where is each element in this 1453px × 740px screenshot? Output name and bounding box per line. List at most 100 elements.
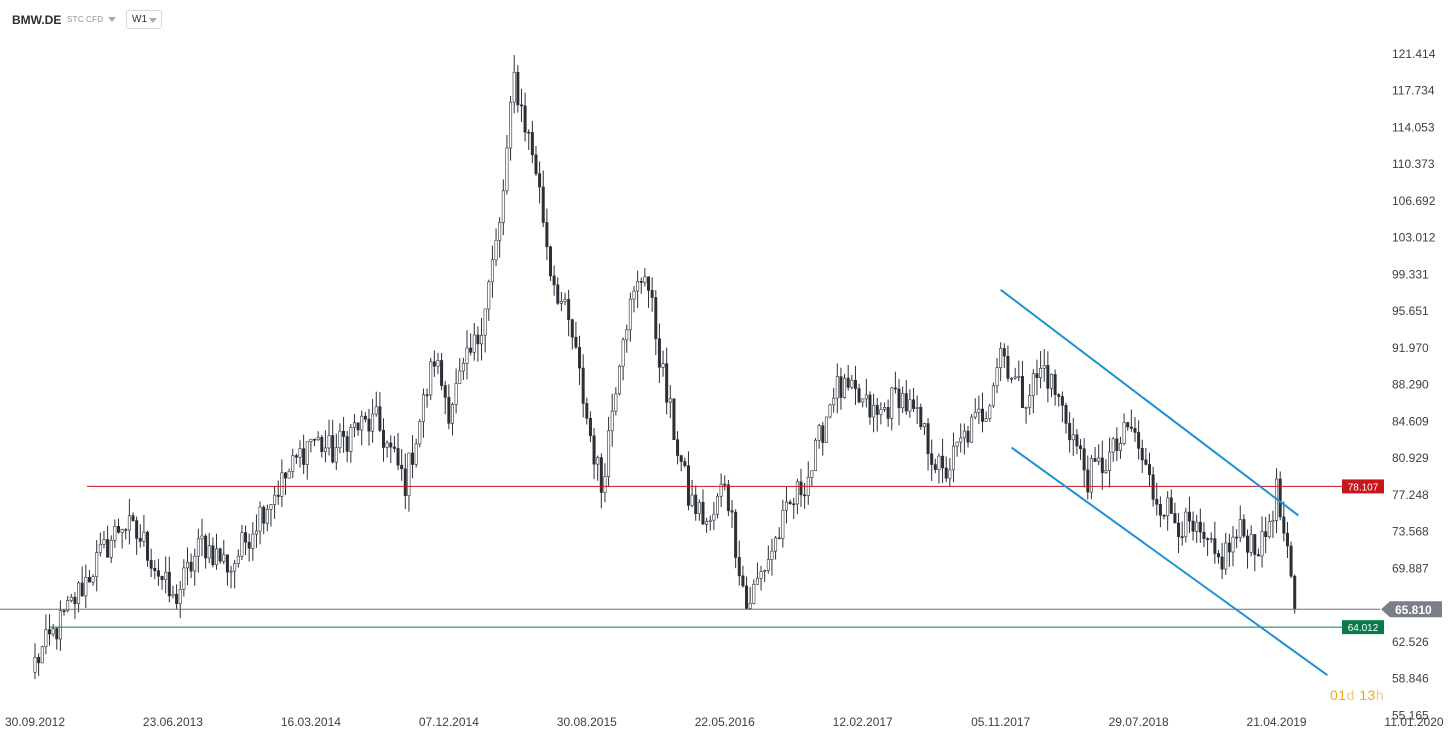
candle-body [893, 387, 897, 390]
candle [1133, 417, 1137, 442]
candle-body [55, 628, 59, 640]
candle-body [87, 577, 91, 583]
candle-body [1278, 478, 1282, 518]
candle [530, 120, 534, 164]
candle [570, 318, 574, 350]
candle [679, 454, 683, 472]
candle [363, 412, 367, 423]
candle [454, 368, 458, 414]
symbol-label[interactable]: BMW.DE [12, 13, 62, 27]
y-tick-label: 114.053 [1392, 121, 1435, 135]
candle-body [382, 430, 386, 448]
candle [55, 627, 59, 650]
candle-body [585, 403, 589, 419]
candle-body [668, 398, 672, 403]
candle-body [182, 567, 186, 590]
candle-body [563, 299, 567, 302]
candle [1053, 369, 1057, 406]
candle-body [843, 377, 847, 398]
candle [948, 458, 952, 487]
candle [302, 434, 306, 475]
candle [868, 391, 872, 425]
candle [984, 411, 988, 422]
candle-body [628, 298, 632, 331]
candle-body [287, 470, 291, 479]
candle-body [356, 422, 360, 431]
candle-body [734, 511, 738, 558]
candle [872, 393, 876, 433]
candle [87, 569, 91, 583]
candle-body [84, 577, 88, 597]
candle-body [908, 399, 912, 412]
candle [1220, 542, 1224, 580]
candle [1231, 526, 1235, 567]
candle-body [1220, 556, 1224, 570]
candle [1271, 510, 1275, 538]
candle [48, 614, 52, 646]
candle-body [774, 537, 778, 552]
candle-body [814, 439, 818, 472]
candle [283, 472, 287, 496]
candle [1010, 376, 1014, 384]
candle [915, 395, 919, 424]
candle [196, 528, 200, 573]
candle-body [400, 464, 404, 470]
candle-body [371, 413, 375, 432]
candle-body [705, 521, 709, 525]
candle-body [621, 339, 625, 367]
candle-body [291, 455, 295, 472]
candle [287, 468, 291, 479]
candle [236, 549, 240, 568]
candle [371, 399, 375, 443]
candle-body [1010, 377, 1014, 380]
chevron-down-icon[interactable] [108, 17, 116, 22]
candle-body [1137, 432, 1141, 449]
candle [690, 479, 694, 508]
candle-body [171, 593, 175, 597]
candle-body [345, 436, 349, 452]
candle-body [1060, 396, 1064, 406]
candle [425, 388, 429, 408]
candle-body [973, 411, 977, 418]
timeframe-select[interactable]: W1 [126, 10, 162, 29]
candle [1173, 502, 1177, 524]
candle [1267, 513, 1271, 539]
candle-body [1071, 434, 1075, 441]
candle-body [701, 501, 705, 525]
resistance-price-label: 78.107 [1348, 482, 1379, 493]
candle-body [610, 410, 614, 432]
candle [882, 402, 886, 413]
candle [944, 456, 948, 483]
candle-body [480, 334, 484, 345]
candle [1071, 417, 1075, 456]
candle [1162, 514, 1166, 520]
candle [1129, 409, 1133, 432]
candle-body [432, 361, 436, 367]
candle-body [1100, 457, 1104, 473]
candle-body [745, 585, 749, 609]
candle-body [1180, 536, 1184, 538]
candle-body [643, 276, 647, 283]
resistance-price-tag [1342, 479, 1384, 494]
candle [1028, 383, 1032, 415]
candle-body [723, 483, 727, 486]
candle [320, 434, 324, 458]
candle [661, 350, 665, 377]
y-tick-label: 117.734 [1392, 84, 1435, 98]
candle [62, 609, 66, 616]
candle [1035, 359, 1039, 396]
candle-body [498, 222, 502, 241]
candle-body [588, 418, 592, 437]
candle [596, 455, 600, 481]
candle [788, 499, 792, 505]
candle-body [995, 367, 999, 387]
candle [741, 565, 745, 588]
candle [1118, 436, 1122, 459]
candle-body [959, 437, 963, 443]
candle-body [1202, 531, 1206, 539]
candle [84, 564, 88, 609]
candle [1278, 471, 1282, 521]
candle [407, 452, 411, 512]
candle-body [1046, 365, 1050, 389]
